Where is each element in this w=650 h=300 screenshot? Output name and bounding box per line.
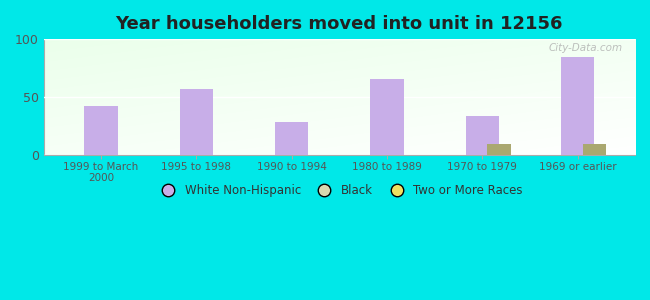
Bar: [370, 79, 404, 154]
Bar: [84, 106, 118, 154]
Bar: [179, 88, 213, 154]
Bar: [488, 144, 511, 154]
Bar: [561, 57, 595, 154]
Bar: [466, 116, 499, 154]
Title: Year householders moved into unit in 12156: Year householders moved into unit in 121…: [116, 15, 563, 33]
Text: City-Data.com: City-Data.com: [549, 44, 623, 53]
Bar: [583, 144, 606, 154]
Bar: [275, 122, 308, 154]
Legend: White Non-Hispanic, Black, Two or More Races: White Non-Hispanic, Black, Two or More R…: [151, 180, 527, 202]
